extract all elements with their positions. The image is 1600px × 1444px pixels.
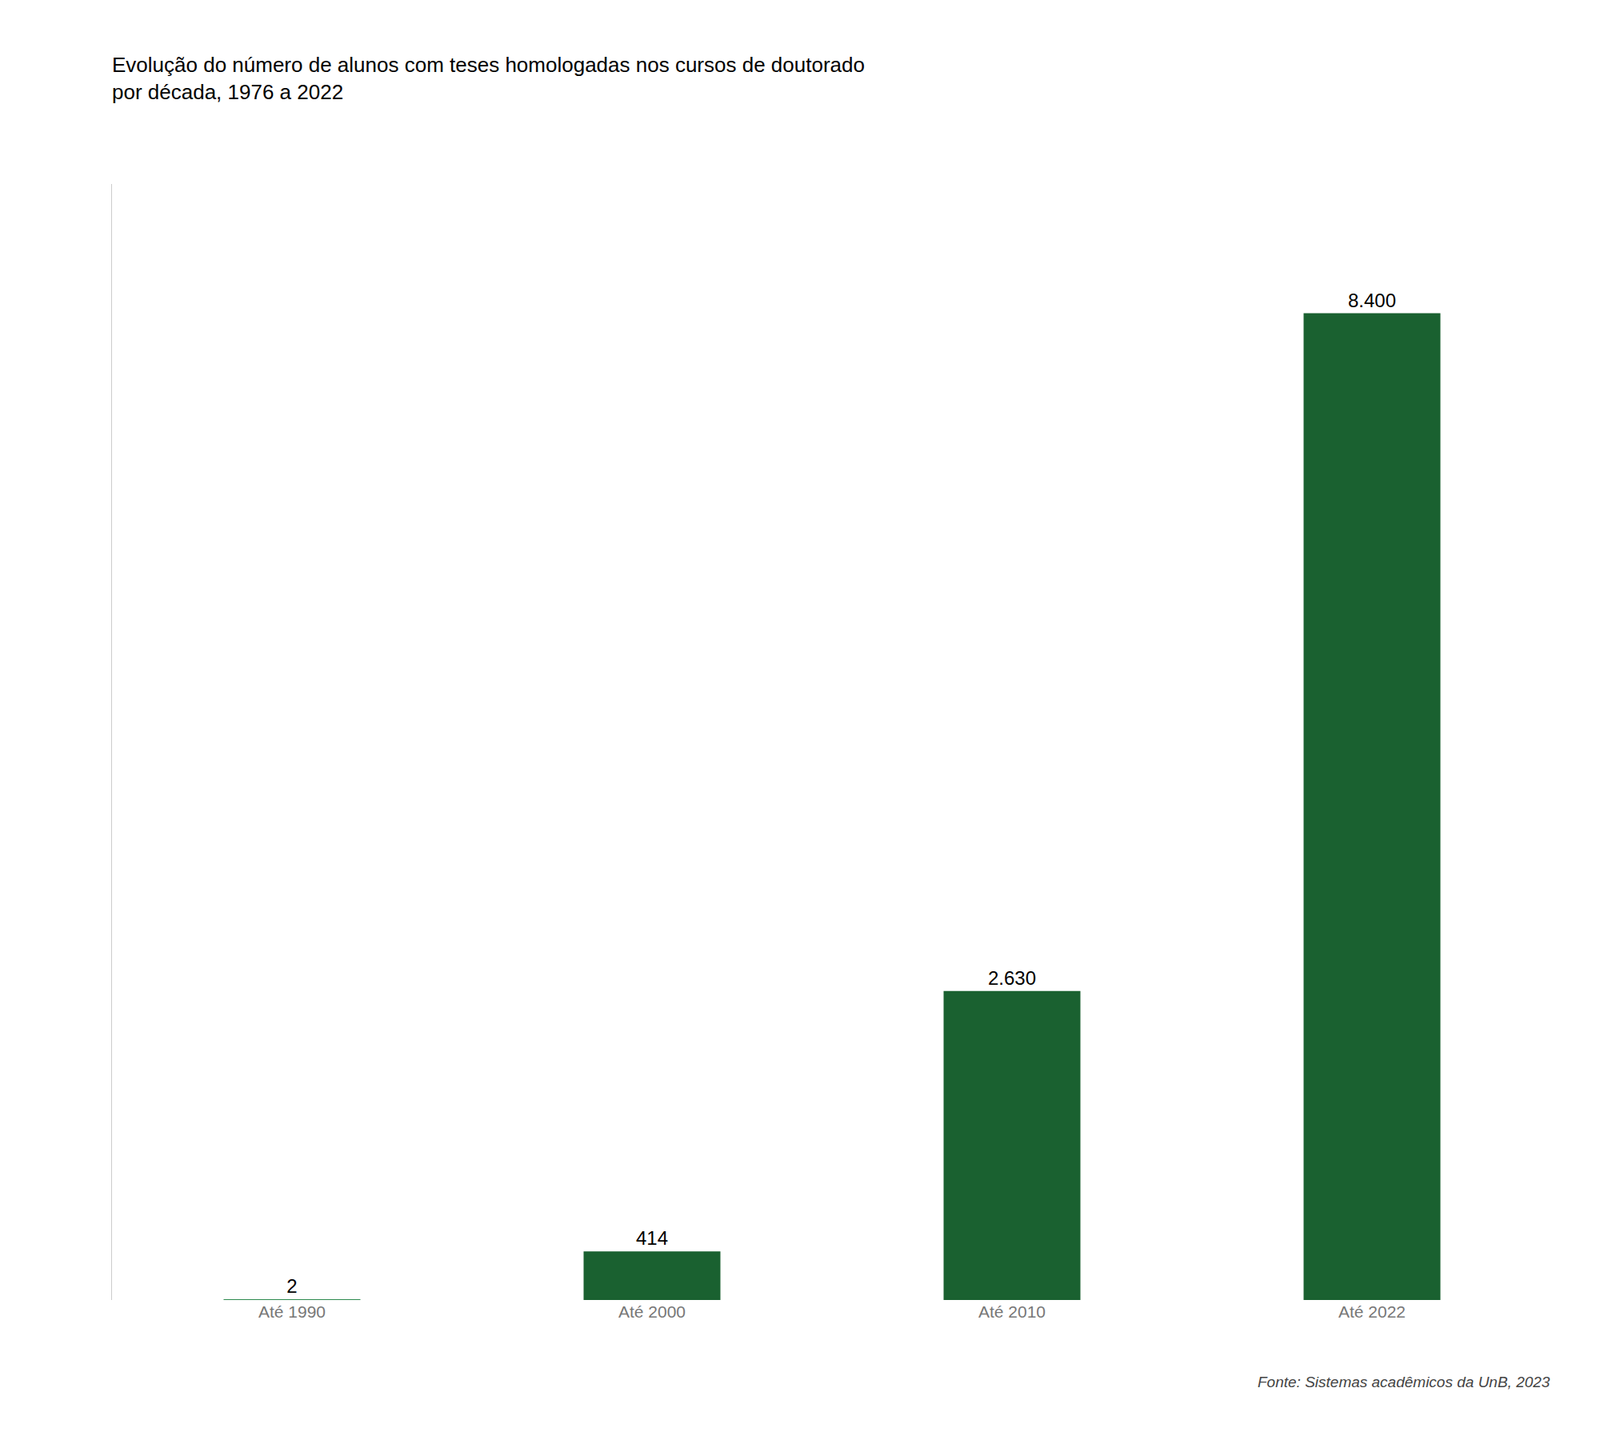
svg-text:Até 2010: Até 2010	[978, 1302, 1046, 1321]
svg-text:Evolução do número de alunos c: Evolução do número de alunos com teses h…	[112, 52, 865, 104]
svg-text:2.630: 2.630	[988, 967, 1036, 989]
svg-text:Até 2000: Até 2000	[618, 1302, 686, 1321]
svg-text:Fonte: Sistemas acadêmicos da: Fonte: Sistemas acadêmicos da UnB, 2023	[1257, 1373, 1551, 1391]
svg-text:Até 2022: Até 2022	[1338, 1302, 1406, 1321]
svg-text:Até 1990: Até 1990	[258, 1302, 326, 1321]
svg-text:8.400: 8.400	[1348, 289, 1396, 312]
svg-text:2: 2	[286, 1275, 297, 1297]
svg-text:414: 414	[636, 1227, 668, 1249]
